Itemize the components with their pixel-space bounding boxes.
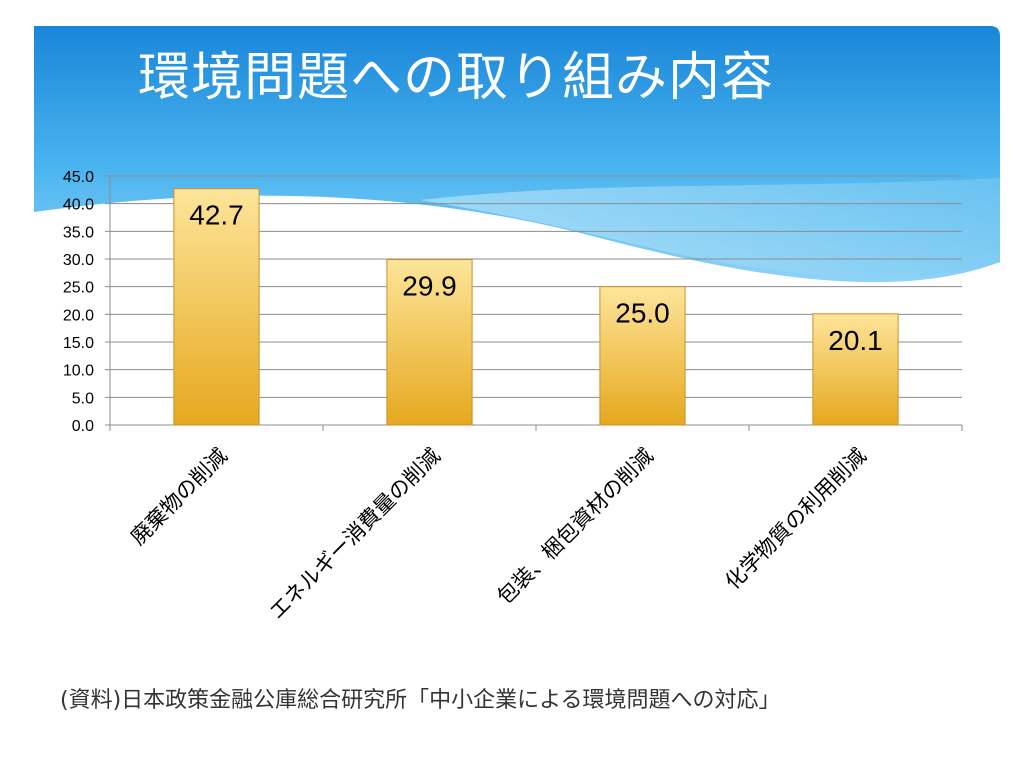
data-label: 29.9 — [402, 271, 457, 302]
y-tick-label: 10.0 — [63, 363, 94, 380]
header-wave — [420, 178, 1000, 278]
bar — [173, 188, 260, 426]
category-label: 包装、梱包資材の削減 — [493, 444, 658, 609]
bar — [386, 259, 473, 426]
source-note: (資料)日本政策金融公庫総合研究所「中小企業による環境問題への対応」 — [60, 688, 781, 713]
bars — [173, 188, 899, 426]
data-label: 20.1 — [828, 325, 883, 356]
y-tick-label: 0.0 — [72, 418, 94, 435]
category-label: 化学物質の利用削減 — [720, 444, 871, 595]
y-tick-label: 20.0 — [63, 307, 94, 324]
data-label: 42.7 — [189, 200, 244, 231]
bar — [599, 286, 686, 426]
data-labels: 42.7 29.9 25.0 20.1 — [189, 200, 883, 356]
y-tick-label: 35.0 — [63, 224, 94, 241]
y-tick-label: 5.0 — [72, 390, 94, 407]
category-label: エネルギー消費量の削減 — [265, 444, 445, 624]
y-tick-label: 25.0 — [63, 280, 94, 297]
y-tick-label: 45.0 — [63, 169, 94, 186]
slide-title: 環境問題への取り組み内容 — [138, 48, 775, 108]
bar — [812, 313, 899, 426]
data-label: 25.0 — [615, 298, 670, 329]
category-label: 廃棄物の削減 — [126, 444, 232, 550]
y-tick-label: 40.0 — [63, 197, 94, 214]
y-tick-label: 30.0 — [63, 252, 94, 269]
y-tick-label: 15.0 — [63, 335, 94, 352]
